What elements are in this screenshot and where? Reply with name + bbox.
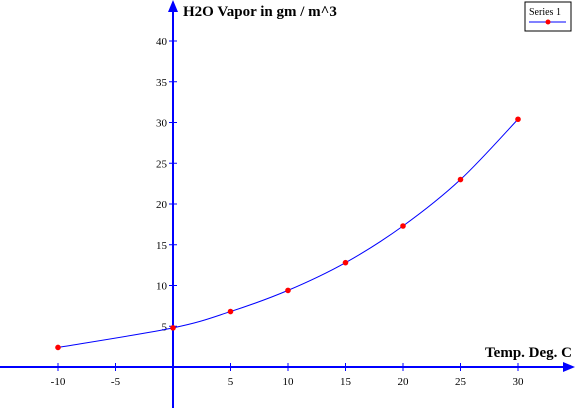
y-tick-label: 35 <box>156 77 168 89</box>
legend-box <box>524 1 572 32</box>
y-tick-label: 5 <box>162 321 168 333</box>
series-layer <box>55 116 521 351</box>
x-tick-label: -5 <box>111 376 121 388</box>
x-tick-label: 5 <box>228 376 234 388</box>
data-point <box>285 287 291 294</box>
y-axis-title: H2O Vapor in gm / m^3 <box>183 4 337 20</box>
ticks <box>57 40 519 371</box>
x-axis-title: Temp. Deg. C <box>485 345 572 361</box>
x-tick-label: 30 <box>513 376 525 388</box>
legend-marker <box>545 19 551 25</box>
tick-labels: -10 -5 5 10 15 20 25 30 5 10 15 20 25 30 35 40 <box>51 36 524 388</box>
y-tick-label: 25 <box>156 158 168 170</box>
x-axis-arrow <box>563 362 575 372</box>
data-point <box>170 325 176 331</box>
y-tick-label: 15 <box>156 240 168 252</box>
legend: Series 1 <box>524 1 572 32</box>
x-tick-label: 15 <box>340 376 352 388</box>
y-tick-label: 30 <box>156 118 168 130</box>
data-point <box>55 344 61 351</box>
x-tick-label: 20 <box>398 376 410 388</box>
data-point <box>400 223 406 229</box>
data-point <box>342 259 349 266</box>
x-tick-label: 25 <box>455 376 467 388</box>
y-axis-arrow <box>168 0 178 12</box>
y-tick-label: 10 <box>156 281 168 293</box>
legend-label: Series 1 <box>529 7 561 18</box>
data-point <box>227 308 234 315</box>
data-point <box>515 116 521 123</box>
y-tick-label: 40 <box>156 36 168 48</box>
x-tick-label: -10 <box>51 376 66 388</box>
data-point <box>457 176 464 183</box>
series-line <box>57 118 519 348</box>
y-tick-label: 20 <box>156 199 168 211</box>
x-tick-label: 10 <box>283 376 295 388</box>
